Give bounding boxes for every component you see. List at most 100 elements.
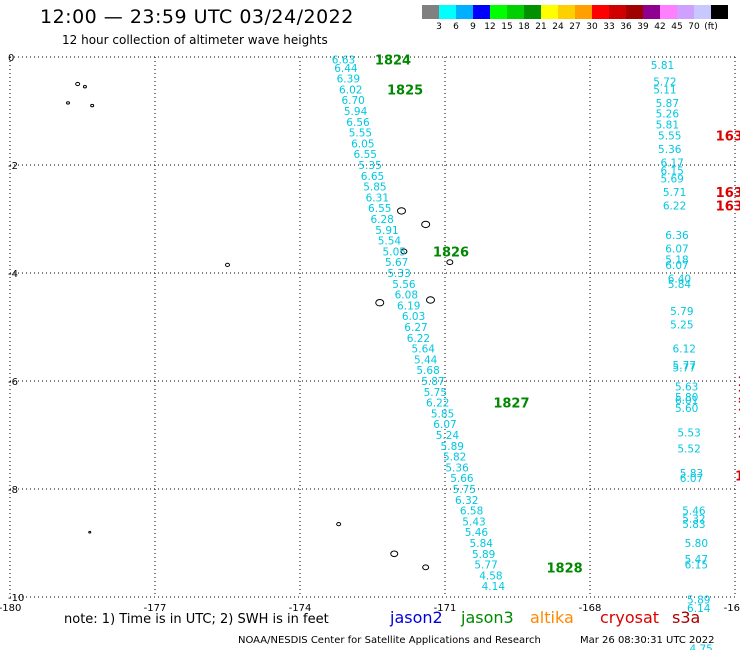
swh-value-label: 5.82 xyxy=(443,452,466,464)
island-outline xyxy=(82,85,87,89)
pass-number-label: 1632 xyxy=(716,186,740,201)
legend-swatch xyxy=(456,5,473,19)
legend-swatch xyxy=(626,5,643,19)
legend-tick-label: 39 xyxy=(637,22,649,32)
legend-swatch xyxy=(541,5,558,19)
swh-value-label: 5.85 xyxy=(363,182,386,194)
swh-value-label: 6.40 xyxy=(668,273,691,285)
swh-value-label: 5.47 xyxy=(685,554,708,566)
swh-value-label: 5.77 xyxy=(673,363,696,375)
swh-value-label: 5.55 xyxy=(349,128,372,140)
legend-tick-label: 42 xyxy=(654,22,666,32)
swh-value-label: 5.72 xyxy=(653,76,676,88)
swh-value-label: 5.26 xyxy=(656,109,680,121)
pass-number-label: 1825 xyxy=(387,83,423,98)
swh-value-label: 5.94 xyxy=(344,106,368,118)
island-outline xyxy=(397,207,406,215)
map-title: 12:00 — 23:59 UTC 03/24/2022 xyxy=(40,6,354,28)
legend-tick-label: 15 xyxy=(501,22,513,32)
pass-number-label: 1632 xyxy=(716,200,740,215)
x-tick-label: -174 xyxy=(289,603,312,614)
satellite-jason3: jason3 xyxy=(461,608,514,627)
legend-tick-label: 21 xyxy=(535,22,547,32)
swh-value-label: 6.07 xyxy=(433,419,456,431)
legend-swatch xyxy=(490,5,507,19)
x-tick-label: -168 xyxy=(579,603,602,614)
footer-note: note: 1) Time is in UTC; 2) SWH is in fe… xyxy=(64,612,329,627)
satellite-jason2: jason2 xyxy=(390,608,443,627)
swh-value-label: 6.15 xyxy=(660,165,683,177)
y-tick-label: -8 xyxy=(8,485,18,496)
swh-value-label: 4.58 xyxy=(479,570,502,582)
island-outline xyxy=(88,530,92,534)
y-tick-label: -4 xyxy=(8,269,18,280)
swh-value-label: 6.28 xyxy=(370,214,393,226)
swh-value-label: 6.01 xyxy=(675,395,698,407)
pass-number-label: 1827 xyxy=(493,397,529,412)
map-subtitle: 12 hour collection of altimeter wave hei… xyxy=(62,33,328,47)
swh-value-label: 5.35 xyxy=(358,160,381,172)
swh-value-label: 5.87 xyxy=(421,376,444,388)
legend-tick-label: 9 xyxy=(470,22,476,32)
pass-number-label: 16 xyxy=(735,470,740,485)
legend-swatch xyxy=(643,5,660,19)
island-outline xyxy=(66,101,70,105)
legend-tick-label: 45 xyxy=(671,22,683,32)
swh-value-label: 5.84 xyxy=(470,538,494,550)
swh-value-label: 5.89 xyxy=(687,595,710,607)
swh-value-label: 5.80 xyxy=(685,538,708,550)
swh-value-label: 4.14 xyxy=(482,581,506,593)
swh-value-label: 6.12 xyxy=(673,344,696,356)
swh-value-label: 6.19 xyxy=(397,300,420,312)
legend-tick-label: 33 xyxy=(603,22,615,32)
swh-value-label: 5.81 xyxy=(651,60,674,72)
island-outline xyxy=(390,550,399,558)
swh-value-label: 5.52 xyxy=(677,444,700,456)
legend-swatch xyxy=(558,5,575,19)
swh-value-label: 6.36 xyxy=(665,230,689,242)
swh-value-label: 5.77 xyxy=(474,560,497,572)
legend-swatch xyxy=(439,5,456,19)
swh-value-label: 5.84 xyxy=(668,279,692,291)
pass-number-label: 1828 xyxy=(547,561,583,576)
legend-swatch xyxy=(507,5,524,19)
island-outline xyxy=(426,296,435,304)
swh-value-label: 6.05 xyxy=(351,138,374,150)
swh-value-label: 5.56 xyxy=(392,279,416,291)
x-tick-label: -171 xyxy=(434,603,457,614)
satellite-cryosat: cryosat xyxy=(600,608,660,627)
y-tick-label: -10 xyxy=(8,593,24,604)
legend-swatch xyxy=(473,5,490,19)
legend-swatch xyxy=(711,5,728,19)
swh-value-label: 6.22 xyxy=(663,201,686,213)
swh-value-label: 5.68 xyxy=(416,365,439,377)
satellite-s3a: s3a xyxy=(672,608,701,627)
swh-value-label: 5.24 xyxy=(436,430,460,442)
pass-number-label: 163 xyxy=(737,399,740,414)
legend-tick-label: 24 xyxy=(552,22,564,32)
swh-value-label: 5.71 xyxy=(663,187,686,199)
legend-unit-label: (ft) xyxy=(704,22,718,32)
legend-ticks: 3 6 9 12 15 18 21 24 27 30 33 36 39 42 45 70 (ft) xyxy=(422,19,728,33)
swh-value-label: 5.18 xyxy=(665,255,688,267)
swh-value-label: 5.36 xyxy=(445,462,469,474)
swh-value-label: 5.36 xyxy=(658,144,682,156)
island-outline xyxy=(336,522,342,527)
swh-value-label: 5.44 xyxy=(414,354,438,366)
swh-value-label: 5.46 xyxy=(465,527,489,539)
swh-value-label: 5.69 xyxy=(660,174,683,186)
legend-tick-label: 70 xyxy=(688,22,700,32)
swh-value-label: 5.63 xyxy=(675,381,698,393)
island-outline xyxy=(75,81,81,87)
swh-value-label: 6.14 xyxy=(687,603,711,615)
swh-value-label: 6.07 xyxy=(665,260,688,272)
legend-swatch xyxy=(422,5,439,19)
swh-value-label: 6.08 xyxy=(395,290,418,302)
swh-value-label: 5.67 xyxy=(385,257,408,269)
swh-value-label: 6.70 xyxy=(341,95,364,107)
swh-value-label: 5.25 xyxy=(670,319,693,331)
pass-number-label: 1826 xyxy=(433,245,469,260)
legend-tick-label: 36 xyxy=(620,22,632,32)
swh-value-label: 5.75 xyxy=(453,484,476,496)
